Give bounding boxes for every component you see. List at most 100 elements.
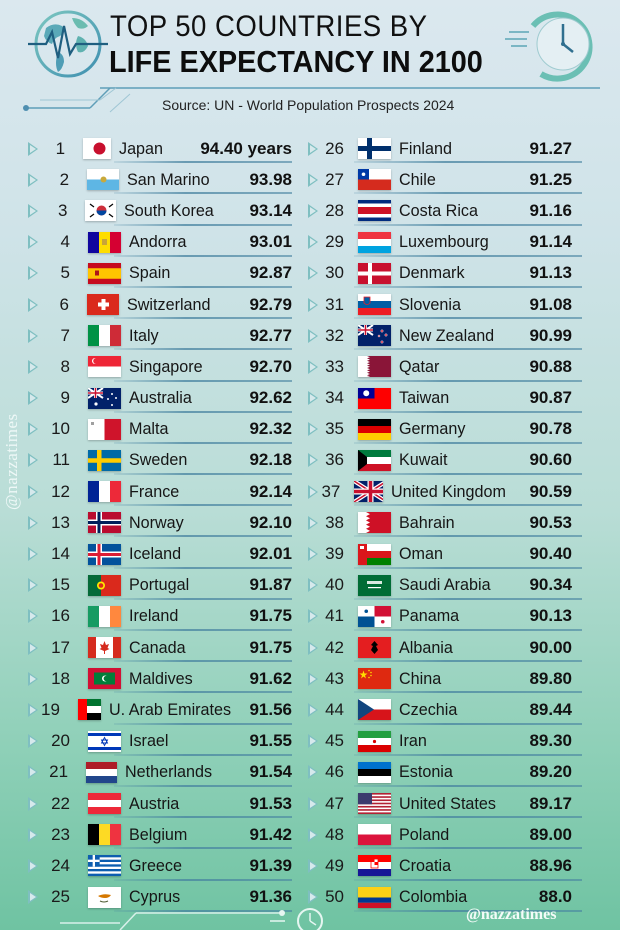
country-name: Israel xyxy=(129,731,169,751)
life-expectancy-value: 91.54 xyxy=(249,762,293,782)
flag-cyprus-icon xyxy=(88,886,121,908)
country-name: Austria xyxy=(129,793,180,813)
ranking-row: 30 Denmark 91.13 xyxy=(302,258,582,289)
rank-number: 35 xyxy=(325,419,344,439)
flag-germany-icon xyxy=(358,418,391,440)
ranking-row: 25 Cyprus 91.36 xyxy=(22,882,292,913)
flag-qatar-icon xyxy=(358,356,391,378)
flag-maldives-icon xyxy=(88,668,121,690)
ranking-row: 26 Finland 91.27 xyxy=(302,133,582,164)
life-expectancy-value: 92.87 xyxy=(249,263,292,283)
triangle-bullet-icon xyxy=(28,547,38,562)
life-expectancy-value: 93.98 xyxy=(249,169,292,189)
triangle-bullet-icon xyxy=(28,484,38,499)
flag-costa-rica-icon xyxy=(358,200,391,222)
country-name: Germany xyxy=(399,419,466,439)
triangle-bullet-icon xyxy=(28,328,38,343)
life-expectancy-value: 91.87 xyxy=(249,575,292,595)
rank-number: 2 xyxy=(59,169,70,189)
country-name: Luxembourg xyxy=(399,232,489,252)
ranking-row: 10 Malta 92.32 xyxy=(22,414,292,445)
life-expectancy-value: 92.79 xyxy=(249,294,292,314)
country-name: Albania xyxy=(399,637,453,657)
country-name: Italy xyxy=(129,325,159,345)
flag-san-marino-icon xyxy=(87,169,120,191)
triangle-bullet-icon xyxy=(308,328,318,343)
rank-number: 33 xyxy=(325,356,344,376)
rank-number: 9 xyxy=(60,388,70,408)
triangle-bullet-icon xyxy=(28,141,38,156)
country-name: Panama xyxy=(399,606,460,626)
ranking-row: 36 Kuwait 90.60 xyxy=(302,445,582,476)
triangle-bullet-icon xyxy=(308,858,318,873)
flag-singapore-icon xyxy=(88,356,121,378)
country-name: Switzerland xyxy=(126,294,211,314)
rank-number: 47 xyxy=(325,793,344,813)
life-expectancy-value: 92.10 xyxy=(249,512,292,532)
rank-number: 30 xyxy=(325,263,344,283)
flag-albania-icon xyxy=(358,637,391,659)
triangle-bullet-icon xyxy=(28,734,38,749)
rank-number: 7 xyxy=(60,325,70,345)
flag-colombia-icon xyxy=(358,886,391,908)
rank-number: 46 xyxy=(325,762,344,782)
flag-united-kingdom-icon xyxy=(354,481,383,503)
flag-malta-icon xyxy=(88,418,121,440)
ranking-row: 40 Saudi Arabia 90.34 xyxy=(302,570,582,601)
triangle-bullet-icon xyxy=(308,609,318,624)
triangle-bullet-icon xyxy=(308,172,318,187)
rank-number: 28 xyxy=(325,200,344,220)
triangle-bullet-icon xyxy=(28,297,38,312)
life-expectancy-value: 92.62 xyxy=(249,388,292,408)
ranking-row: 3 South Korea 93.14 xyxy=(22,195,292,226)
rank-number: 39 xyxy=(325,544,344,564)
rank-number: 49 xyxy=(325,855,344,875)
ranking-row: 29 Luxembourg 91.14 xyxy=(302,227,582,258)
life-expectancy-value: 89.20 xyxy=(529,762,572,782)
flag-saudi-arabia-icon xyxy=(358,574,391,596)
country-name: Singapore xyxy=(129,356,203,376)
life-expectancy-value: 88.96 xyxy=(529,855,572,875)
ranking-row: 23 Belgium 91.42 xyxy=(22,819,292,850)
triangle-bullet-icon xyxy=(308,547,318,562)
country-name: Estonia xyxy=(399,762,453,782)
flag-luxembourg-icon xyxy=(358,231,391,253)
flag-portugal-icon xyxy=(88,574,121,596)
life-expectancy-value: 93.14 xyxy=(249,200,292,220)
flag-new-zealand-icon xyxy=(358,325,391,347)
triangle-bullet-icon xyxy=(308,890,318,905)
life-expectancy-value: 91.75 xyxy=(249,637,292,657)
rank-number: 15 xyxy=(51,575,70,595)
flag-greece-icon xyxy=(88,855,121,877)
rank-number: 41 xyxy=(325,606,344,626)
ranking-row: 15 Portugal 91.87 xyxy=(22,570,292,601)
life-expectancy-value: 92.32 xyxy=(249,419,292,439)
country-name: Saudi Arabia xyxy=(399,575,491,595)
ranking-row: 22 Austria 91.53 xyxy=(22,788,292,819)
triangle-bullet-icon xyxy=(28,796,38,811)
rank-number: 16 xyxy=(51,606,70,626)
flag-bahrain-icon xyxy=(358,512,391,534)
flag-belgium-icon xyxy=(88,824,121,846)
country-name: Czechia xyxy=(399,699,458,719)
rank-number: 29 xyxy=(325,232,344,252)
flag-panama-icon xyxy=(358,605,391,627)
triangle-bullet-icon xyxy=(28,266,38,281)
country-name: San Marino xyxy=(127,169,210,189)
rank-number: 37 xyxy=(321,481,341,501)
country-name: Slovenia xyxy=(399,294,461,314)
triangle-bullet-icon xyxy=(308,141,318,156)
flag-italy-icon xyxy=(88,325,121,347)
flag-switzerland-icon xyxy=(86,294,119,316)
country-name: Malta xyxy=(129,419,169,439)
rank-number: 21 xyxy=(49,762,69,782)
flag-slovenia-icon xyxy=(358,294,391,316)
rank-number: 43 xyxy=(325,668,344,688)
flag-finland-icon xyxy=(358,138,391,160)
title-line-2: LIFE EXPECTANCY IN 2100 xyxy=(109,44,483,79)
country-name: Bahrain xyxy=(399,512,455,532)
ranking-column-left: 1 Japan 94.40 years 2 San Marino 93.98 3 South … xyxy=(22,133,292,913)
flag-france-icon xyxy=(88,481,121,503)
country-name: United States xyxy=(399,793,496,813)
triangle-bullet-icon xyxy=(308,359,318,374)
